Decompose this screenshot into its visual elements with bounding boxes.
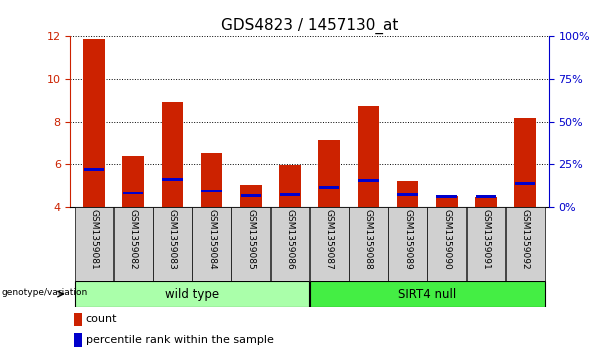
Bar xyxy=(358,179,379,182)
Bar xyxy=(388,207,427,281)
Text: GSM1359082: GSM1359082 xyxy=(129,209,138,270)
Text: GSM1359091: GSM1359091 xyxy=(481,209,490,270)
Bar xyxy=(280,193,300,196)
Bar xyxy=(436,196,457,207)
Bar xyxy=(436,195,457,197)
Text: SIRT4 null: SIRT4 null xyxy=(398,287,456,301)
Bar xyxy=(240,184,262,207)
Bar xyxy=(279,165,301,207)
Bar xyxy=(319,186,340,189)
Text: GSM1359086: GSM1359086 xyxy=(286,209,294,270)
Bar xyxy=(84,168,104,171)
Text: wild type: wild type xyxy=(165,287,219,301)
Bar xyxy=(310,207,349,281)
Bar xyxy=(349,207,388,281)
Bar xyxy=(74,313,82,326)
Bar xyxy=(270,207,310,281)
Bar xyxy=(114,207,153,281)
Text: GSM1359088: GSM1359088 xyxy=(364,209,373,270)
Bar xyxy=(201,189,222,192)
Bar xyxy=(75,207,113,281)
Bar xyxy=(506,207,544,281)
Text: GSM1359083: GSM1359083 xyxy=(168,209,177,270)
Bar xyxy=(475,197,497,207)
Bar xyxy=(201,152,223,207)
Text: GSM1359085: GSM1359085 xyxy=(246,209,255,270)
Bar xyxy=(240,194,261,197)
Text: GSM1359090: GSM1359090 xyxy=(442,209,451,270)
Text: count: count xyxy=(86,314,117,325)
Bar xyxy=(514,118,536,207)
Text: GSM1359092: GSM1359092 xyxy=(520,209,530,270)
Bar xyxy=(123,156,144,207)
Bar xyxy=(397,181,418,207)
Text: genotype/variation: genotype/variation xyxy=(1,288,88,297)
Bar xyxy=(427,207,466,281)
Bar xyxy=(162,102,183,207)
Bar xyxy=(162,178,183,180)
Text: GSM1359087: GSM1359087 xyxy=(325,209,333,270)
Bar xyxy=(357,106,379,207)
Text: GSM1359084: GSM1359084 xyxy=(207,209,216,270)
Bar xyxy=(231,207,270,281)
Bar xyxy=(74,333,82,347)
Bar xyxy=(75,281,310,307)
Bar xyxy=(476,195,496,197)
Title: GDS4823 / 1457130_at: GDS4823 / 1457130_at xyxy=(221,17,398,33)
Bar xyxy=(153,207,192,281)
Bar xyxy=(123,192,143,195)
Bar xyxy=(192,207,231,281)
Bar xyxy=(83,40,105,207)
Bar xyxy=(310,281,544,307)
Bar xyxy=(515,182,535,185)
Text: GSM1359089: GSM1359089 xyxy=(403,209,412,270)
Text: GSM1359081: GSM1359081 xyxy=(89,209,99,270)
Bar xyxy=(397,193,418,196)
Bar xyxy=(466,207,505,281)
Text: percentile rank within the sample: percentile rank within the sample xyxy=(86,335,273,345)
Bar xyxy=(318,140,340,207)
